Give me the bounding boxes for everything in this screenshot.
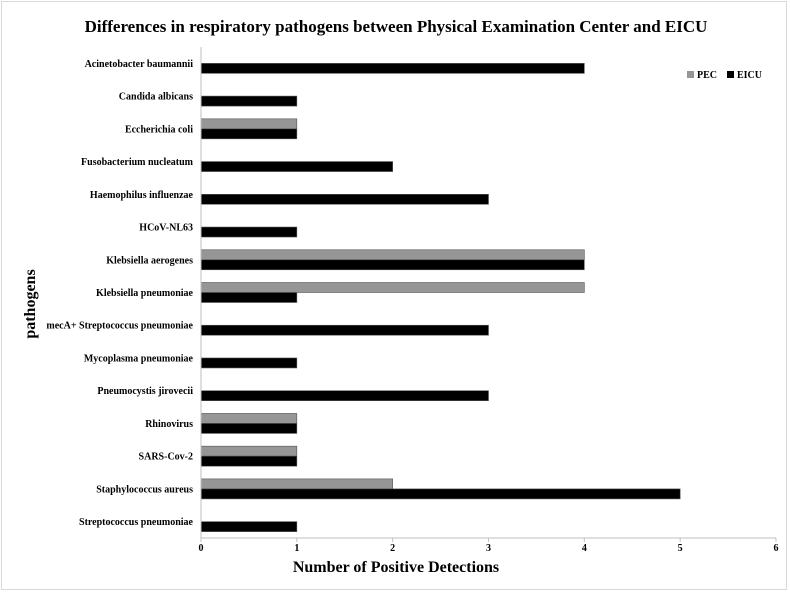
- legend-label-pec: PEC: [697, 70, 717, 81]
- category-label: mecA+ Streptococcus pneumoniae: [46, 321, 193, 332]
- bar-eicu: [200, 357, 298, 369]
- legend: PEC EICU: [687, 70, 762, 81]
- bar-pec: [200, 249, 585, 261]
- category-label: HCoV-NL63: [139, 223, 193, 234]
- bar-eicu: [200, 161, 393, 172]
- category-label: SARS-Cov-2: [139, 452, 193, 463]
- bar-eicu: [200, 324, 489, 336]
- bar-eicu: [200, 128, 298, 140]
- bar-eicu: [200, 95, 298, 107]
- x-tick-label: 6: [774, 543, 779, 554]
- bar-eicu: [200, 292, 298, 303]
- x-tick-label: 4: [582, 543, 587, 554]
- bar-eicu: [200, 455, 298, 467]
- bar-eicu: [200, 423, 298, 434]
- x-tick-label: 0: [199, 543, 204, 554]
- bar-pec: [200, 445, 298, 457]
- category-label: Rhinovirus: [145, 419, 193, 430]
- x-tick-labels: 0 1 2 3 4 5 6: [199, 538, 779, 554]
- bar-eicu: [200, 390, 489, 402]
- category-label: Mycoplasma pneumoniae: [84, 353, 194, 364]
- bar-eicu: [200, 194, 489, 205]
- category-label: Pneumocystis jirovecii: [97, 386, 193, 397]
- bar-eicu: [200, 488, 681, 500]
- x-tick-label: 1: [294, 543, 299, 554]
- x-tick-label: 2: [390, 543, 395, 554]
- category-labels: Acinetobacter baumannii Candida albicans E…: [46, 59, 193, 528]
- bars-group: [200, 63, 681, 532]
- category-label: Staphylococcus aureus: [96, 484, 193, 495]
- legend-label-eicu: EICU: [737, 70, 762, 81]
- legend-swatch-eicu: [727, 71, 734, 78]
- category-label: Haemophilus influenzae: [90, 190, 194, 201]
- category-label: Klebsiella aerogenes: [106, 255, 193, 266]
- bar-pec: [200, 118, 298, 130]
- bar-eicu: [200, 259, 585, 271]
- x-tick-label: 5: [678, 543, 683, 554]
- category-label: Candida albicans: [119, 92, 193, 103]
- y-axis-title: pathogens: [22, 269, 39, 338]
- category-label: Klebsiella pneumoniae: [96, 288, 194, 299]
- category-label: Acinetobacter baumannii: [85, 59, 194, 70]
- x-axis-title: Number of Positive Detections: [293, 559, 499, 576]
- bar-eicu: [200, 63, 585, 74]
- bar-eicu: [200, 226, 298, 238]
- x-tick-label: 3: [486, 543, 491, 554]
- category-label: Eccherichia coli: [125, 124, 193, 135]
- bar-eicu: [200, 521, 298, 532]
- bar-pec: [200, 478, 393, 490]
- chart-title: Differences in respiratory pathogens bet…: [85, 17, 708, 36]
- category-label: Fusobacterium nucleatum: [81, 157, 194, 168]
- category-label: Streptococcus pneumoniae: [79, 517, 194, 528]
- bar-pec: [200, 413, 298, 424]
- legend-swatch-pec: [687, 71, 694, 78]
- bar-pec: [200, 282, 585, 293]
